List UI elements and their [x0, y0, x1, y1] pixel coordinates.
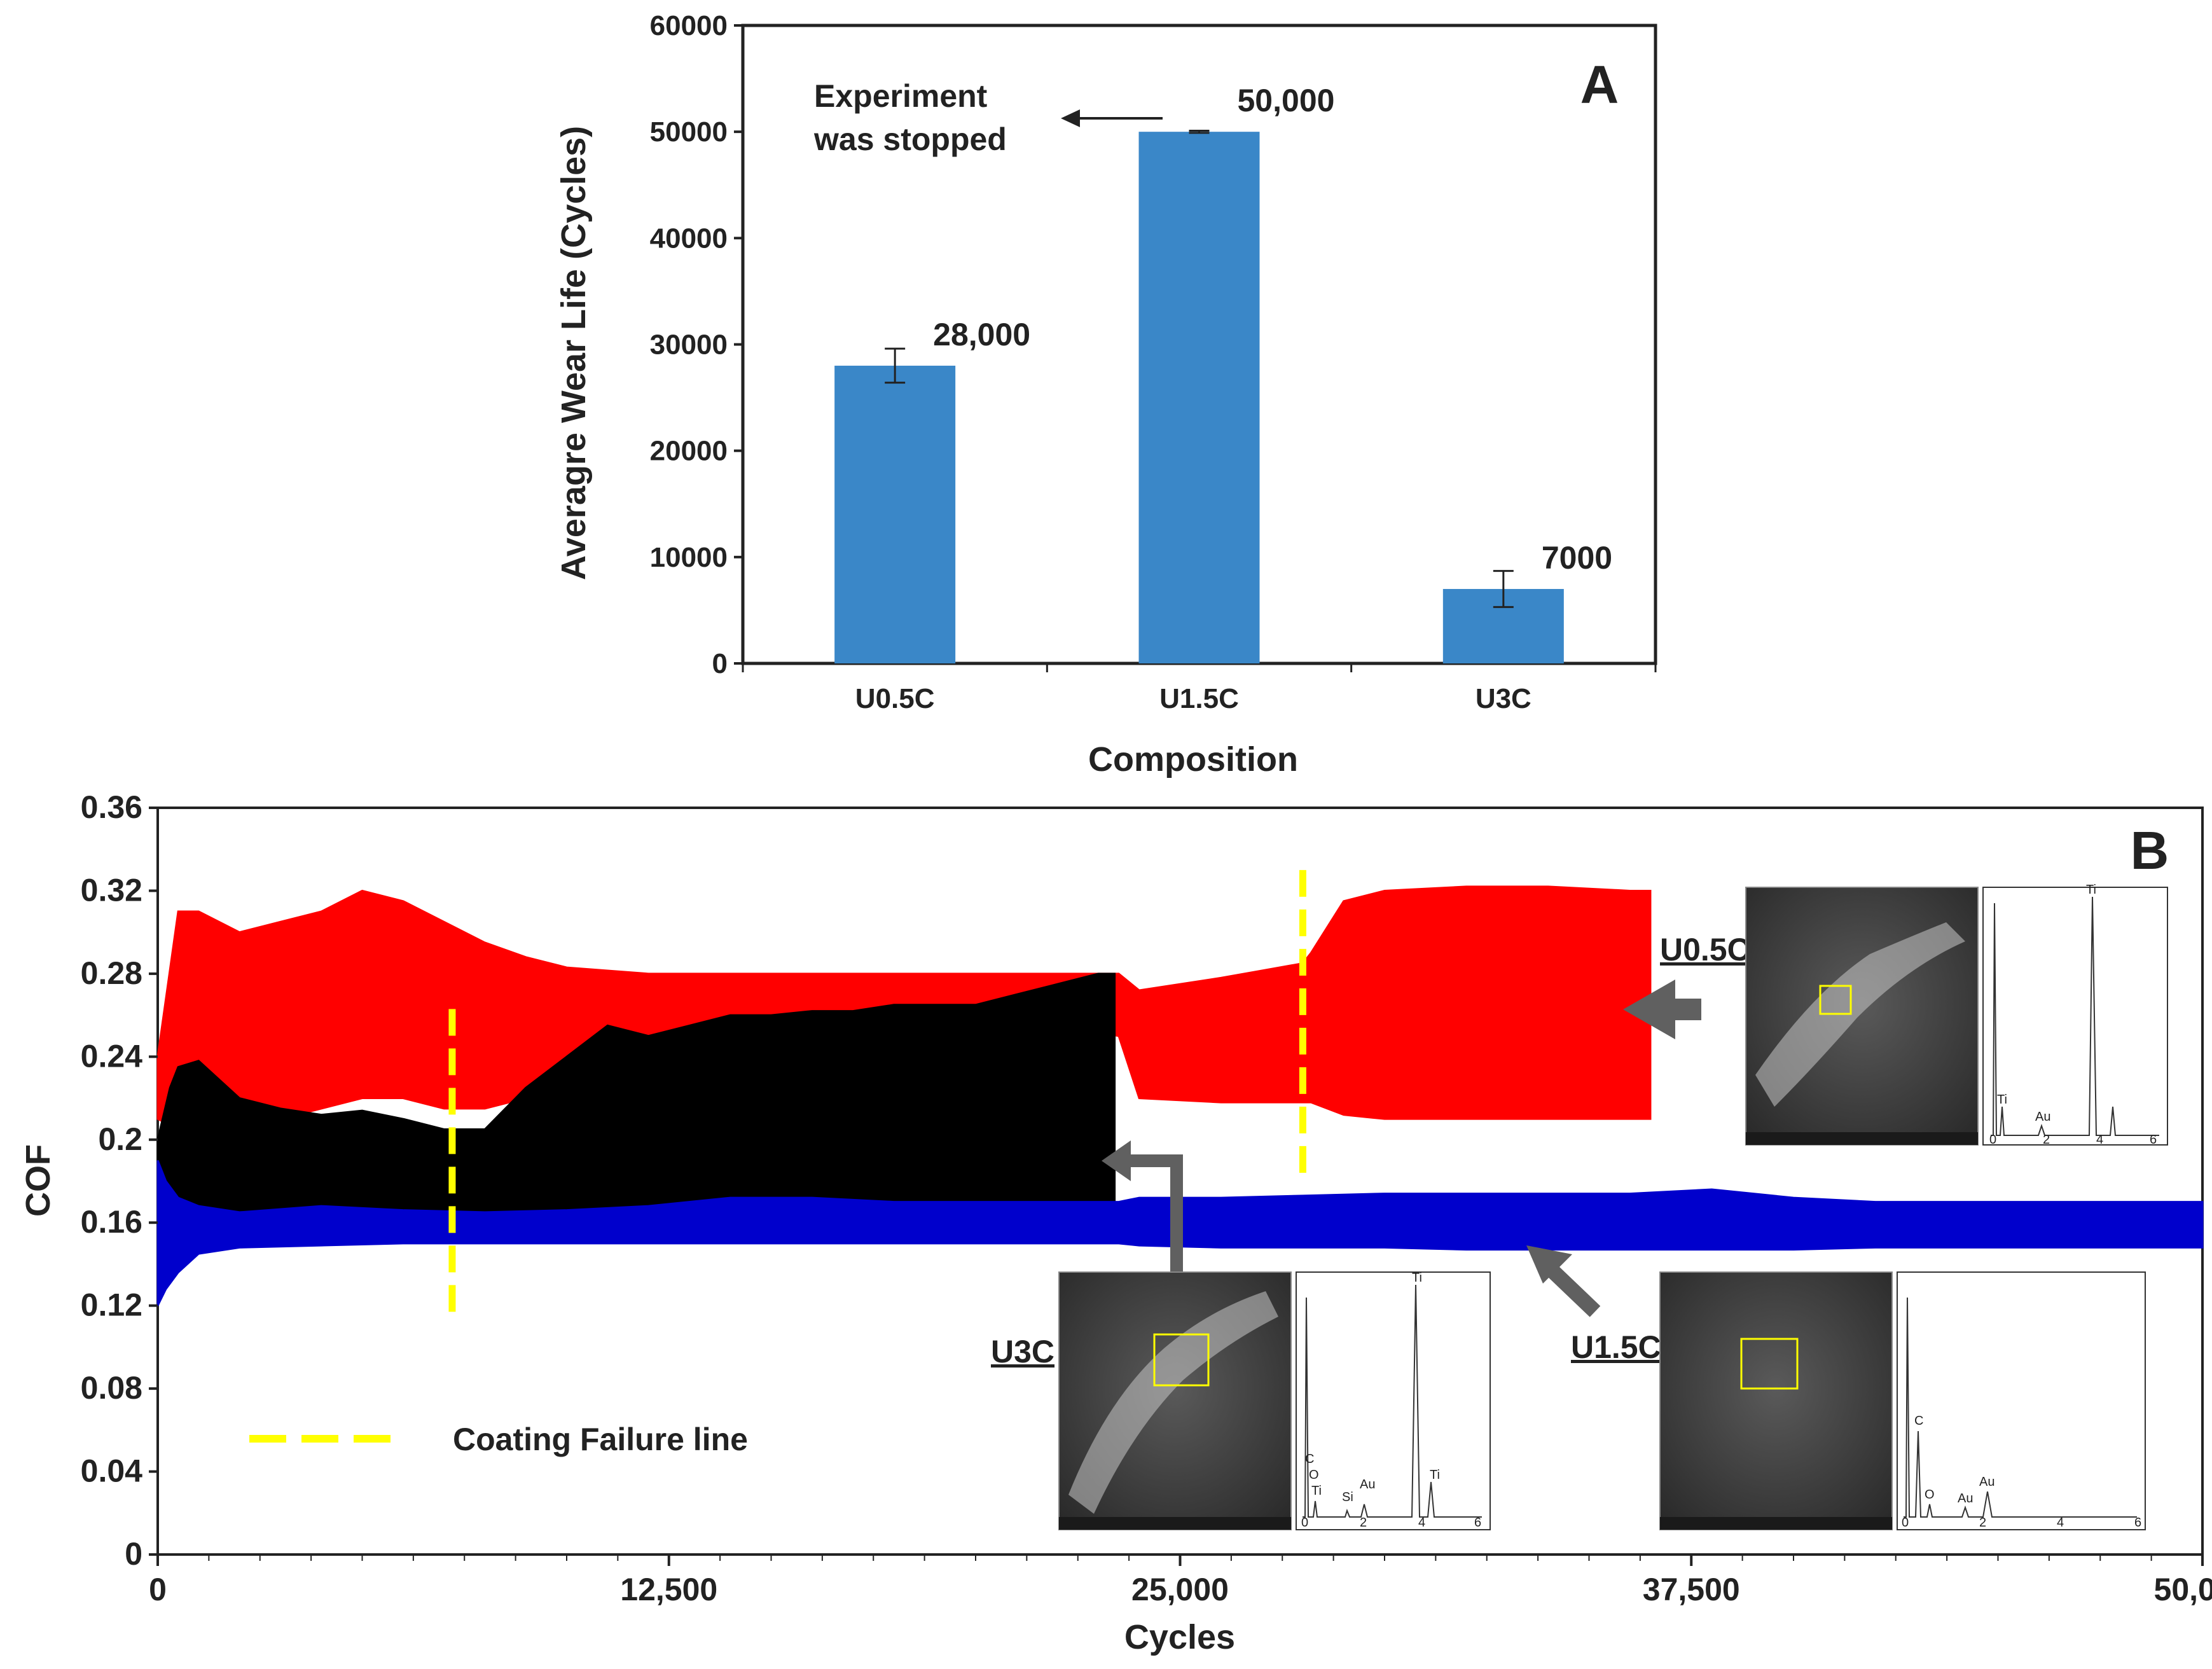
inset-u15c-label: U1.5C: [1571, 1329, 1661, 1365]
inset-u3c-peak-4: Si: [1342, 1490, 1353, 1504]
inset-u05c-peak-3: Ti: [2086, 883, 2096, 897]
inset-u15c-eds-xtick-3: 6: [2134, 1516, 2141, 1530]
inset-u3c-label: U3C: [991, 1334, 1054, 1369]
inset-u3c-peak-7: Ti: [1430, 1468, 1440, 1482]
panel-a-y-tick-label: 10000: [650, 542, 728, 573]
panel-b-y-tick-label: 0.04: [81, 1453, 143, 1489]
inset-u15c: U1.5C C O Au Au 0 2 4 6: [1526, 1245, 2146, 1530]
panel-b-y-tick-label: 0.16: [81, 1204, 142, 1240]
inset-u3c-arrow: [1102, 1140, 1183, 1275]
bar-value-label: 50,000: [1238, 83, 1335, 118]
panel-b-x-tick-label: 50,000: [2154, 1572, 2212, 1607]
panel-b-x-tick-label: 12,500: [620, 1572, 717, 1607]
inset-u3c-peak-2: O: [1309, 1468, 1319, 1482]
inset-u05c-eds-xtick-0: 0: [1989, 1133, 1996, 1147]
inset-u3c-peak-6: Ti: [1412, 1271, 1422, 1285]
panel-a-label: A: [1580, 55, 1619, 114]
inset-u3c-eds-xtick-0: 0: [1301, 1516, 1308, 1530]
chart-panel-b: 0 0.04 0.08 0.12 0.16 0.2 0.24 0.28 0.32 0.36 0 12…: [19, 789, 2212, 1656]
panel-a-y-tick-label: 60000: [650, 10, 728, 41]
panel-b-y-tick-label: 0.24: [81, 1038, 143, 1074]
inset-u3c-peak-3: Ti: [1311, 1484, 1322, 1498]
inset-u05c-sem-databar: [1746, 1132, 1978, 1145]
inset-u05c-eds-xtick-2: 4: [2096, 1133, 2103, 1147]
panel-b-y-tick-label: 0: [125, 1536, 142, 1572]
panel-b-y-tick-label: 0.36: [81, 789, 142, 825]
inset-u05c-eds-spectrum: [1991, 896, 2159, 1136]
inset-u05c-eds-xtick-1: 2: [2043, 1133, 2050, 1147]
inset-u15c-eds-frame: [1897, 1271, 2146, 1530]
inset-u05c-label: U0.5C: [1660, 932, 1750, 967]
bar-u15c: [1138, 132, 1260, 663]
inset-u15c-peak-3: Au: [1958, 1492, 1973, 1506]
inset-u15c-peak-4: Au: [1979, 1475, 1994, 1489]
inset-u3c-sem-feature: [1068, 1291, 1278, 1514]
panel-a-y-tick-label: 20000: [650, 436, 728, 467]
inset-u15c-eds-spectrum: [1904, 1297, 2137, 1518]
inset-u05c-selection-box: [1819, 985, 1852, 1015]
experiment-note-line2: was stopped: [813, 121, 1007, 157]
panel-b-x-tick-label: 0: [149, 1572, 167, 1607]
inset-u15c-peak-2: O: [1925, 1488, 1935, 1502]
panel-b-x-axis-title: Cycles: [1124, 1618, 1235, 1656]
inset-u05c-eds-xtick-3: 6: [2150, 1133, 2157, 1147]
experiment-note-line1: Experiment: [814, 78, 988, 114]
bar-value-label: 28,000: [933, 317, 1030, 352]
panel-b-y-tick-label: 0.32: [81, 872, 142, 908]
inset-u15c-eds-xtick-1: 2: [1979, 1516, 1986, 1530]
inset-u3c-peak-5: Au: [1360, 1478, 1375, 1492]
panel-b-x-tick-label: 37,500: [1643, 1572, 1740, 1607]
inset-u3c-peak-1: C: [1305, 1452, 1314, 1466]
inset-u15c-sem-image: [1659, 1271, 1893, 1530]
inset-u3c-eds-xtick-3: 6: [1474, 1516, 1481, 1530]
panel-b-y-tick-label: 0.08: [81, 1370, 142, 1406]
bar-u05c: [834, 365, 956, 663]
legend: Coating Failure line: [249, 1422, 748, 1457]
inset-u05c-eds-frame: [1982, 887, 2168, 1146]
panel-b-x-tick-label: 25,000: [1131, 1572, 1229, 1607]
inset-u05c-sem-feature: [1755, 922, 1965, 1107]
panel-a-x-tick-label: U3C: [1476, 683, 1531, 714]
inset-u15c-eds-xtick-0: 0: [1902, 1516, 1909, 1530]
inset-u15c-arrow: [1526, 1245, 1601, 1317]
inset-u3c-eds-frame: [1296, 1271, 1491, 1530]
chart-panel-a: 28,000 50,000 7000 0 10000 20000 30000 40000 50…: [555, 10, 1657, 779]
panel-a-x-tick-label: U1.5C: [1159, 683, 1239, 714]
experiment-note-arrow: [1061, 109, 1163, 127]
panel-b-y-axis-title: COF: [19, 1144, 57, 1217]
panel-b-y-tick-label: 0.28: [81, 955, 142, 991]
inset-u3c-eds-xtick-2: 4: [1418, 1516, 1425, 1530]
panel-a-x-tick-label: U0.5C: [855, 683, 935, 714]
inset-u3c-eds-spectrum: [1303, 1284, 1482, 1518]
panel-a-y-tick-label: 40000: [650, 223, 728, 254]
panel-b-y-tick-label: 0.12: [81, 1287, 142, 1323]
inset-u15c-eds-xtick-2: 4: [2057, 1516, 2064, 1530]
inset-u15c-selection-box: [1740, 1338, 1799, 1390]
panel-a-y-tick-label: 30000: [650, 329, 728, 361]
inset-u05c-arrow: [1623, 980, 1701, 1039]
inset-u3c-eds-xtick-1: 2: [1360, 1516, 1367, 1530]
inset-u05c-peak-2: Au: [2035, 1110, 2050, 1124]
inset-u3c-selection-box: [1153, 1333, 1210, 1387]
panel-a-y-tick-label: 50000: [650, 116, 728, 148]
inset-u05c: U0.5C Ti Au Ti 0 2 4 6: [1623, 883, 2168, 1147]
inset-u05c-peak-1: Ti: [1997, 1093, 2007, 1107]
inset-u3c: U3C C O Ti Si Au Ti Ti 0 2 4 6: [991, 1140, 1491, 1530]
inset-u15c-peak-1: C: [1914, 1414, 1923, 1428]
panel-a-x-axis-title: Composition: [1088, 740, 1298, 779]
inset-u3c-sem-databar: [1059, 1517, 1291, 1530]
panel-b-label: B: [2131, 821, 2169, 880]
bar-value-label: 7000: [1542, 540, 1612, 576]
panel-a-y-tick-label: 0: [712, 648, 728, 679]
panel-a-y-axis-title: Averagre Wear Life (Cycles): [555, 126, 593, 580]
inset-u15c-sem-databar: [1660, 1517, 1892, 1530]
legend-label: Coating Failure line: [453, 1422, 748, 1457]
panel-b-y-tick-label: 0.2: [98, 1121, 142, 1157]
